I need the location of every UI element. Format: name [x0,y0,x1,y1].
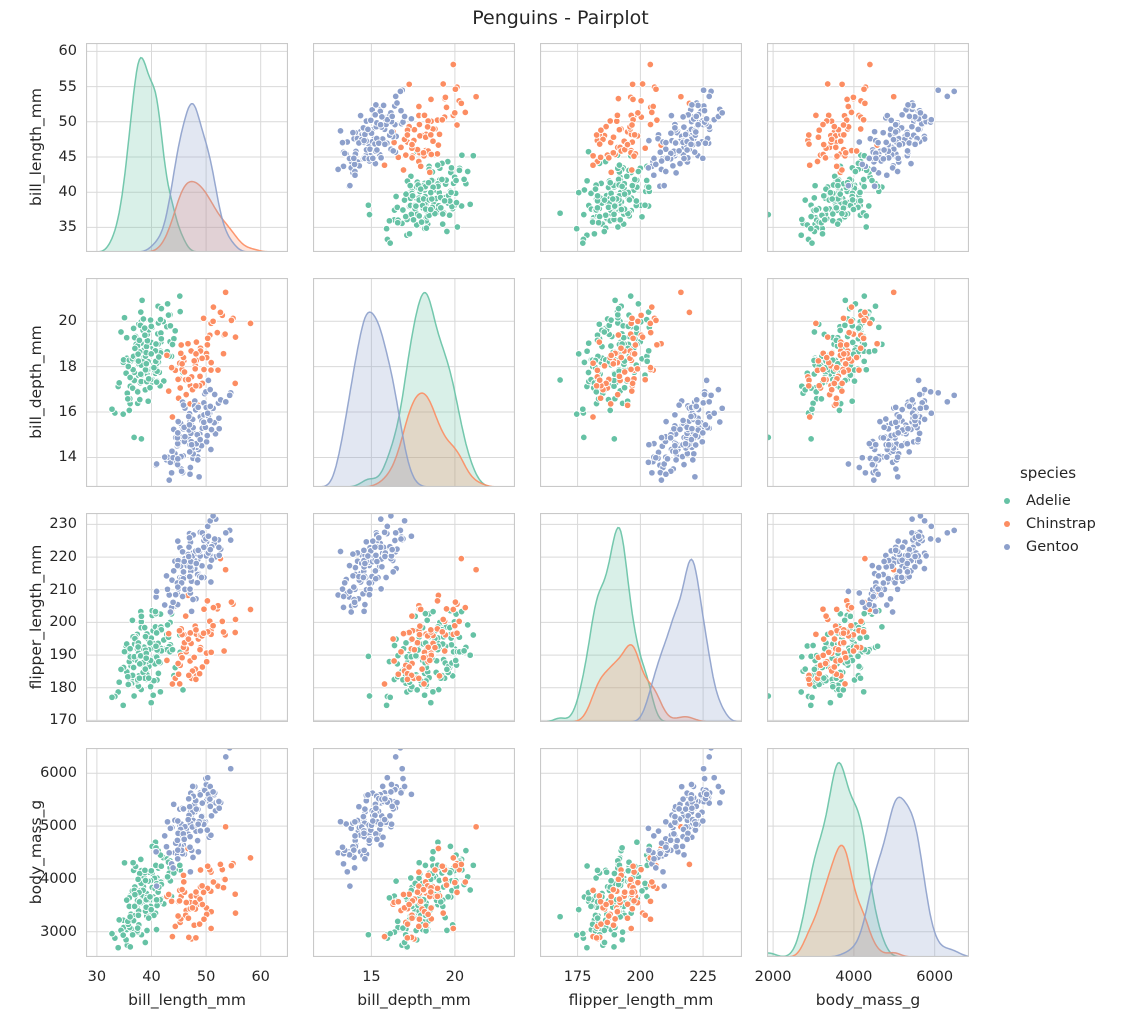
subplot-scatter-bill_depth_mm-vs-body_mass_g [767,278,969,487]
legend-title: species [1019,464,1077,482]
figure-title: Penguins - Pairplot [472,7,649,29]
legend: species Adelie Chinstrap Gentoo [992,464,1104,558]
subplot-scatter-body_mass_g-vs-flipper_length_mm [540,748,742,957]
subplot-scatter-flipper_length_mm-vs-body_mass_g [767,513,969,722]
x-tick-label: 40 [142,969,161,985]
x-tick-label: 60 [251,969,270,985]
x-axis-label-body-mass: body_mass_g [815,991,921,1009]
subplot-scatter-bill_length_mm-vs-bill_depth_mm [313,43,515,252]
legend-item-label: Adelie [1026,492,1071,509]
x-axis-label-bill-depth: bill_depth_mm [357,991,471,1009]
subplot-scatter-body_mass_g-vs-bill_length_mm [86,748,288,957]
y-axis-label-bill-depth: bill_depth_mm [27,325,45,439]
y-tick-label: 230 [49,516,77,533]
y-tick-label: 5000 [40,818,77,835]
x-tick-label: 20 [445,969,465,985]
subplot-kde-flipper_length_mm [540,513,742,722]
y-tick-label: 60 [58,43,77,60]
y-tick-label: 55 [58,78,77,95]
subplot-kde-body_mass_g [767,748,969,957]
legend-item-gentoo: Gentoo [992,535,1104,558]
y-tick-label: 14 [58,449,77,466]
y-tick-label: 16 [58,404,77,421]
x-tick-label: 2000 [754,969,792,985]
legend-marker-adelie-icon [1004,497,1010,504]
x-tick-label: 50 [196,969,216,985]
subplot-kde-bill_length_mm [86,43,288,252]
subplot-scatter-bill_depth_mm-vs-bill_length_mm [86,278,288,487]
y-tick-label: 45 [58,149,77,165]
x-tick-label: 15 [362,969,381,985]
y-tick-label: 220 [49,549,77,566]
legend-marker-gentoo-icon [1004,543,1010,550]
x-tick-label: 225 [689,969,717,985]
y-tick-label: 190 [49,647,77,664]
y-tick-label: 210 [49,581,77,598]
subplot-scatter-bill_length_mm-vs-body_mass_g [767,43,969,252]
x-tick-label: 6000 [916,969,954,985]
y-tick-label: 200 [49,614,77,631]
x-axis-label-flipper-length: flipper_length_mm [568,991,714,1009]
legend-item-label: Chinstrap [1026,515,1096,532]
x-tick-label: 4000 [835,969,873,985]
legend-item-adelie: Adelie [992,489,1104,512]
y-tick-label: 6000 [40,765,77,782]
y-tick-label: 50 [58,113,77,130]
legend-marker-chinstrap-icon [1004,520,1010,527]
subplot-scatter-flipper_length_mm-vs-bill_length_mm [86,513,288,722]
y-tick-label: 180 [49,679,77,696]
x-tick-label: 30 [87,969,107,985]
y-tick-label: 170 [49,712,77,729]
subplot-scatter-body_mass_g-vs-bill_depth_mm [313,748,515,957]
subplot-scatter-flipper_length_mm-vs-bill_depth_mm [313,513,515,722]
x-tick-label: 175 [563,969,592,985]
legend-item-label: Gentoo [1026,538,1079,555]
y-tick-label: 4000 [40,870,77,887]
x-tick-label: 200 [626,969,655,985]
y-tick-label: 3000 [40,923,77,940]
y-tick-label: 18 [58,358,77,375]
subplot-scatter-bill_length_mm-vs-flipper_length_mm [540,43,742,252]
subplot-kde-bill_depth_mm [313,278,515,487]
y-tick-label: 35 [58,219,77,236]
y-tick-label: 20 [58,313,77,330]
legend-item-chinstrap: Chinstrap [992,512,1104,535]
y-tick-label: 40 [58,184,77,201]
x-axis-label-bill-length: bill_length_mm [128,991,246,1009]
subplot-scatter-bill_depth_mm-vs-flipper_length_mm [540,278,742,487]
y-axis-label-body-mass: body_mass_g [27,799,45,905]
